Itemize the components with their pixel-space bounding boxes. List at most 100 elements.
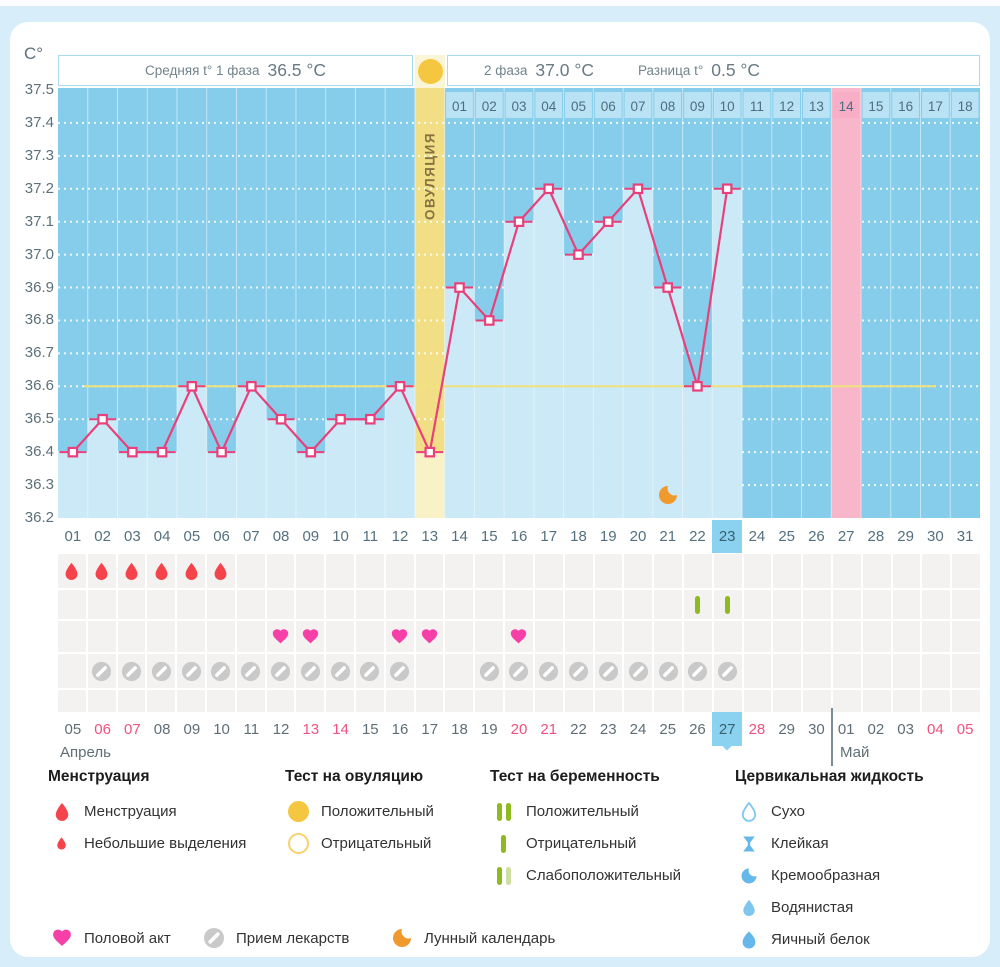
- intercourse-row-day-09[interactable]: [296, 621, 325, 652]
- menstruation-row-day-13[interactable]: [415, 554, 444, 588]
- medication-row-day-31[interactable]: [952, 654, 980, 688]
- intercourse-row-day-07[interactable]: [236, 621, 265, 652]
- pregnancy-test-row-day-12[interactable]: [385, 590, 414, 619]
- cycle-day-09[interactable]: 09: [302, 528, 320, 545]
- fluid-row-day-04[interactable]: [147, 690, 176, 712]
- fluid-row-day-16[interactable]: [505, 690, 533, 712]
- cycle-day-10[interactable]: 10: [332, 528, 349, 545]
- cycle-day-17[interactable]: 17: [540, 528, 558, 545]
- cycle-day-25[interactable]: 25: [778, 528, 796, 545]
- menstruation-row-day-27[interactable]: [832, 554, 861, 588]
- date-cell-may-01[interactable]: 01: [837, 720, 855, 738]
- menstruation-row-day-30[interactable]: [922, 554, 951, 588]
- cycle-day-29[interactable]: 29: [897, 528, 914, 545]
- date-cell-apr-16[interactable]: 16: [391, 720, 409, 738]
- intercourse-row-day-30[interactable]: [922, 621, 951, 652]
- fluid-row-day-31[interactable]: [952, 690, 980, 712]
- date-cell-may-05[interactable]: 05: [956, 720, 974, 738]
- pregnancy-test-row-day-26[interactable]: [803, 590, 831, 619]
- menstruation-row-day-10[interactable]: [326, 554, 355, 588]
- medication-row-day-13[interactable]: [415, 654, 444, 688]
- date-cell-apr-23[interactable]: 23: [599, 720, 617, 738]
- date-cell-apr-06[interactable]: 06: [94, 720, 111, 738]
- date-cell-apr-07[interactable]: 07: [124, 720, 141, 738]
- cycle-day-21[interactable]: 21: [659, 528, 677, 545]
- intercourse-row-day-12[interactable]: [385, 621, 414, 652]
- cycle-day-02[interactable]: 02: [94, 528, 111, 545]
- pregnancy-test-row-day-31[interactable]: [952, 590, 980, 619]
- pregnancy-test-row-day-03[interactable]: [117, 590, 146, 619]
- pregnancy-test-row-day-27[interactable]: [832, 590, 861, 619]
- date-cell-apr-18[interactable]: 18: [451, 720, 468, 738]
- cycle-day-18[interactable]: 18: [570, 528, 587, 545]
- menstruation-row-day-06[interactable]: [207, 554, 235, 588]
- date-cell-apr-12[interactable]: 12: [272, 720, 290, 738]
- fluid-row-day-22[interactable]: [683, 690, 712, 712]
- intercourse-row-day-29[interactable]: [892, 621, 921, 652]
- cycle-day-05[interactable]: 05: [183, 528, 201, 545]
- pregnancy-test-row-day-11[interactable]: [356, 590, 384, 619]
- medication-row-day-15[interactable]: [475, 654, 504, 688]
- fluid-row-day-20[interactable]: [624, 690, 653, 712]
- intercourse-row-day-02[interactable]: [87, 621, 116, 652]
- pregnancy-test-row-day-18[interactable]: [564, 590, 593, 619]
- intercourse-row-day-03[interactable]: [117, 621, 146, 652]
- medication-row-day-29[interactable]: [892, 654, 921, 688]
- menstruation-row-day-25[interactable]: [773, 554, 802, 588]
- menstruation-row-day-21[interactable]: [654, 554, 682, 588]
- medication-row-day-23[interactable]: [713, 654, 742, 688]
- pregnancy-test-row-day-29[interactable]: [892, 590, 921, 619]
- fluid-row-day-09[interactable]: [296, 690, 325, 712]
- medication-row-day-30[interactable]: [922, 654, 951, 688]
- date-cell-apr-29[interactable]: 29: [778, 720, 796, 738]
- fluid-row-day-07[interactable]: [236, 690, 265, 712]
- intercourse-row-day-10[interactable]: [326, 621, 355, 652]
- menstruation-row-day-26[interactable]: [803, 554, 831, 588]
- pregnancy-test-row-day-20[interactable]: [624, 590, 653, 619]
- pregnancy-test-row-day-10[interactable]: [326, 590, 355, 619]
- intercourse-row-day-08[interactable]: [266, 621, 295, 652]
- menstruation-row-day-11[interactable]: [356, 554, 384, 588]
- menstruation-row-day-17[interactable]: [534, 554, 563, 588]
- menstruation-row-day-28[interactable]: [862, 554, 891, 588]
- pregnancy-test-row-day-24[interactable]: [743, 590, 772, 619]
- date-cell-apr-26[interactable]: 26: [689, 720, 706, 738]
- intercourse-row-day-13[interactable]: [415, 621, 444, 652]
- date-cell-apr-15[interactable]: 15: [361, 720, 379, 738]
- medication-row-day-27[interactable]: [832, 654, 861, 688]
- date-cell-apr-20[interactable]: 20: [510, 720, 528, 738]
- date-cell-apr-09[interactable]: 09: [183, 720, 201, 738]
- intercourse-row-day-19[interactable]: [594, 621, 623, 652]
- pregnancy-test-row-day-05[interactable]: [177, 590, 206, 619]
- pregnancy-test-row-day-04[interactable]: [147, 590, 176, 619]
- cycle-day-20[interactable]: 20: [629, 528, 647, 545]
- cycle-day-22[interactable]: 22: [689, 528, 706, 545]
- cycle-day-07[interactable]: 07: [242, 528, 260, 545]
- fluid-row-day-03[interactable]: [117, 690, 146, 712]
- medication-row-day-03[interactable]: [117, 654, 146, 688]
- fluid-row-day-18[interactable]: [564, 690, 593, 712]
- date-cell-apr-25[interactable]: 25: [659, 720, 677, 738]
- menstruation-row-day-22[interactable]: [683, 554, 712, 588]
- medication-row-day-19[interactable]: [594, 654, 623, 688]
- intercourse-row-day-17[interactable]: [534, 621, 563, 652]
- fluid-row-day-10[interactable]: [326, 690, 355, 712]
- menstruation-row-day-04[interactable]: [147, 554, 176, 588]
- medication-row-day-20[interactable]: [624, 654, 653, 688]
- menstruation-row-day-12[interactable]: [385, 554, 414, 588]
- date-cell-apr-19[interactable]: 19: [480, 720, 498, 738]
- medication-row-day-05[interactable]: [177, 654, 206, 688]
- pregnancy-test-row-day-08[interactable]: [266, 590, 295, 619]
- menstruation-row-day-05[interactable]: [177, 554, 206, 588]
- date-cell-apr-21[interactable]: 21: [540, 720, 558, 738]
- pregnancy-test-row-day-25[interactable]: [773, 590, 802, 619]
- date-cell-may-04[interactable]: 04: [927, 720, 944, 738]
- cycle-day-11[interactable]: 11: [362, 528, 379, 545]
- fluid-row-day-27[interactable]: [832, 690, 861, 712]
- fluid-row-day-11[interactable]: [356, 690, 384, 712]
- medication-row-day-28[interactable]: [862, 654, 891, 688]
- cycle-day-04[interactable]: 04: [153, 528, 171, 545]
- intercourse-row-day-06[interactable]: [207, 621, 235, 652]
- cycle-day-26[interactable]: 26: [808, 528, 825, 545]
- date-cell-apr-17[interactable]: 17: [421, 720, 439, 738]
